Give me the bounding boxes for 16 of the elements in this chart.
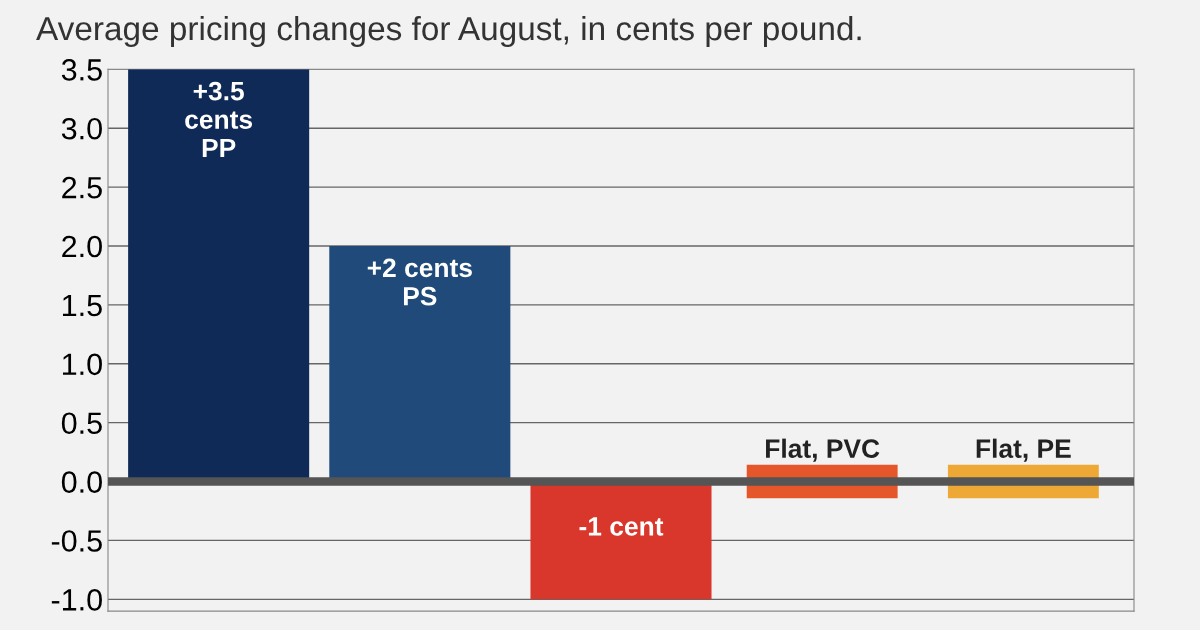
y-tick-label: 3.5 — [61, 59, 102, 81]
data-label: +2 cents PS — [367, 258, 472, 306]
data-label: Flat, PE — [976, 438, 1071, 462]
data-label: +3.5 cents PP — [185, 81, 253, 158]
y-tick-label: -1.0 — [51, 589, 102, 611]
y-tick-label: 1.0 — [63, 353, 102, 376]
y-tick-label: 3.0 — [61, 117, 102, 140]
y-tick-label: -0.5 — [51, 530, 102, 552]
chart-title: Average pricing changes for August, in cents per pound. — [36, 15, 861, 48]
y-tick-label: 0.5 — [61, 412, 102, 435]
y-tick-label: 2.5 — [62, 176, 102, 199]
y-tick-label: 1.5 — [63, 294, 102, 317]
data-label: Flat, PVC — [766, 438, 880, 462]
data-label: -1 cent — [579, 517, 664, 536]
y-tick-label: 0.0 — [61, 471, 102, 493]
y-tick-label: 2.0 — [62, 235, 102, 258]
